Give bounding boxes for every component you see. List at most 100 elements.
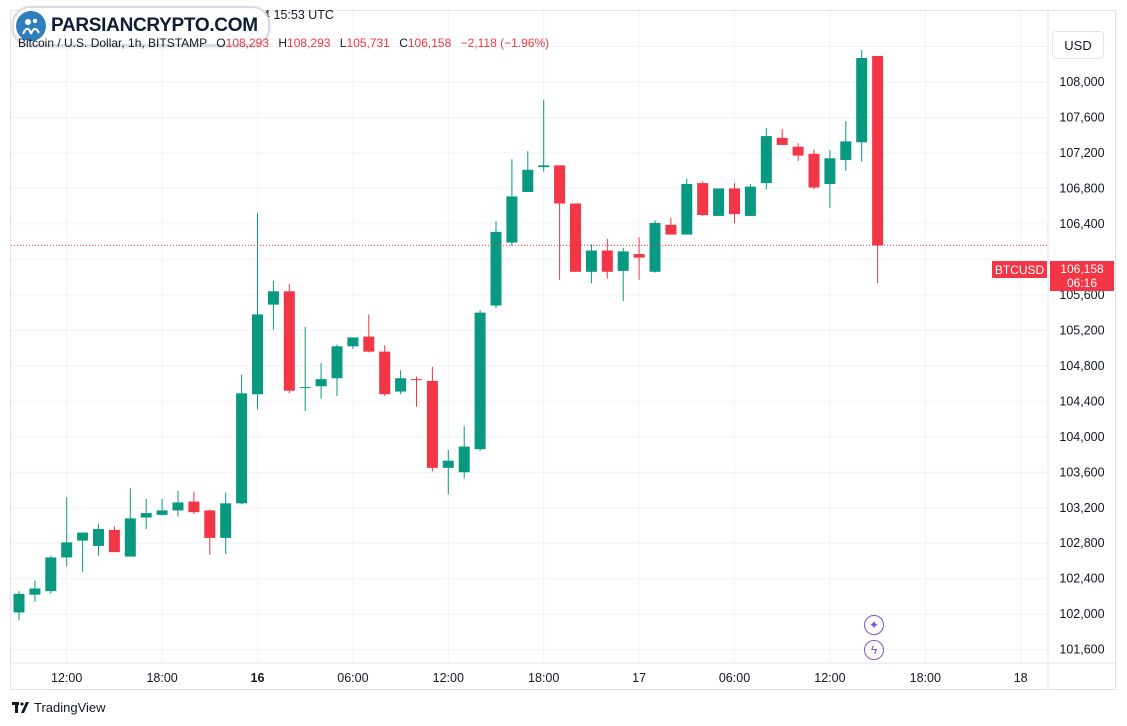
candle-body: [474, 312, 486, 450]
candle-body: [331, 346, 343, 379]
high-value: 108,293: [287, 36, 331, 50]
candle: [776, 128, 788, 145]
candle: [633, 237, 645, 280]
candle-body: [29, 588, 41, 595]
price-tick-label: 108,000: [1059, 75, 1104, 89]
symbol-price-tag: BTCUSD: [992, 261, 1047, 278]
candle-body: [760, 136, 772, 184]
candle-body: [601, 250, 613, 272]
price-tick-label: 104,000: [1059, 430, 1104, 444]
currency-button[interactable]: USD: [1052, 31, 1104, 59]
price-tick-label: 102,000: [1059, 607, 1104, 621]
event-sparkle-icon[interactable]: ✦: [864, 615, 884, 635]
last-price-value: 106,158: [1060, 262, 1104, 276]
close-value: 106,158: [407, 36, 452, 50]
price-tick-label: 101,600: [1059, 643, 1104, 657]
candle-body: [570, 203, 581, 272]
candle-body: [77, 532, 89, 541]
footer-brand[interactable]: TradingView: [34, 700, 106, 715]
open-value: 108,293: [225, 36, 270, 50]
candle: [204, 509, 216, 555]
candle-body: [61, 542, 73, 558]
candle-body: [93, 529, 104, 546]
symbol-title[interactable]: Bitcoin / U.S. Dollar, 1h, BITSTAMP: [18, 36, 207, 50]
candle-body: [490, 231, 502, 306]
price-tick-label: 105,200: [1059, 323, 1104, 337]
close-label: C: [399, 36, 408, 50]
candle: [347, 337, 359, 349]
candle: [77, 532, 89, 572]
candle-body: [267, 291, 279, 305]
candle-body: [681, 183, 693, 235]
time-tick-label: 18: [1014, 671, 1028, 685]
candle: [601, 238, 613, 279]
candle: [729, 183, 740, 224]
candle: [554, 165, 566, 280]
candle-body: [697, 183, 709, 216]
price-tick-label: 102,400: [1059, 572, 1104, 586]
event-lightning-icon[interactable]: ϟ: [864, 640, 884, 660]
candle: [617, 247, 629, 302]
candle: [252, 213, 263, 410]
low-value: 105,731: [346, 36, 390, 50]
candle: [506, 159, 518, 247]
candle-body: [395, 378, 407, 392]
candle-body: [840, 141, 852, 161]
candle-body: [776, 137, 788, 145]
candle: [538, 99, 550, 172]
candle-body: [522, 169, 534, 192]
candle: [649, 220, 661, 273]
time-tick-label: 16: [251, 671, 265, 685]
candle-body: [315, 379, 327, 387]
candle-body: [379, 351, 391, 395]
candle: [792, 143, 804, 161]
candle-body: [506, 196, 518, 243]
candle-body: [220, 503, 232, 538]
watermark-text: PARSIANCRYPTO.COM: [51, 15, 258, 36]
price-tick-label: 102,800: [1059, 536, 1104, 550]
candle-body: [665, 224, 677, 235]
candle: [220, 492, 232, 554]
candle-body: [633, 254, 645, 258]
chart-frame: [10, 10, 1116, 690]
tradingview-logo-icon: [12, 701, 29, 713]
candle-body: [124, 518, 136, 557]
candle: [808, 149, 820, 190]
candle: [172, 490, 184, 517]
candle: [824, 150, 836, 208]
time-axis: 12:00 18:00 16 06:00 12:00 18:00 17 06:00 12:00 1…: [51, 671, 1028, 685]
change-value: −2,118 (−1.96%): [460, 36, 550, 50]
candle: [872, 55, 884, 284]
time-tick-label: 18:00: [528, 671, 559, 685]
time-tick-label: 18:00: [910, 671, 941, 685]
price-axis: 108,400108,000107,600107,200106,800106,4…: [1059, 39, 1104, 656]
open-label: O: [216, 36, 226, 50]
candle: [395, 370, 407, 395]
candle-body: [744, 186, 756, 216]
candle: [697, 181, 709, 216]
candle: [474, 309, 486, 451]
candle: [522, 151, 534, 192]
candle-body: [458, 446, 470, 473]
candle: [93, 523, 104, 556]
candle-body: [347, 337, 359, 347]
candle: [665, 217, 677, 235]
candle-body: [538, 165, 550, 168]
time-tick-label: 17: [632, 671, 646, 685]
candle: [840, 120, 852, 171]
time-tick-label: 12:00: [433, 671, 464, 685]
candle: [442, 450, 454, 495]
candle-body: [442, 460, 454, 468]
logo-icon: [16, 11, 46, 41]
bar-countdown: 06:16: [1066, 276, 1098, 290]
candle: [856, 50, 868, 162]
candle-body: [172, 502, 184, 511]
candle: [156, 498, 168, 516]
candle: [29, 580, 41, 602]
candle-body: [283, 291, 295, 391]
high-label: H: [278, 36, 288, 50]
candle-body: [808, 153, 820, 188]
candle-body: [411, 379, 422, 381]
candle-body: [872, 55, 884, 246]
